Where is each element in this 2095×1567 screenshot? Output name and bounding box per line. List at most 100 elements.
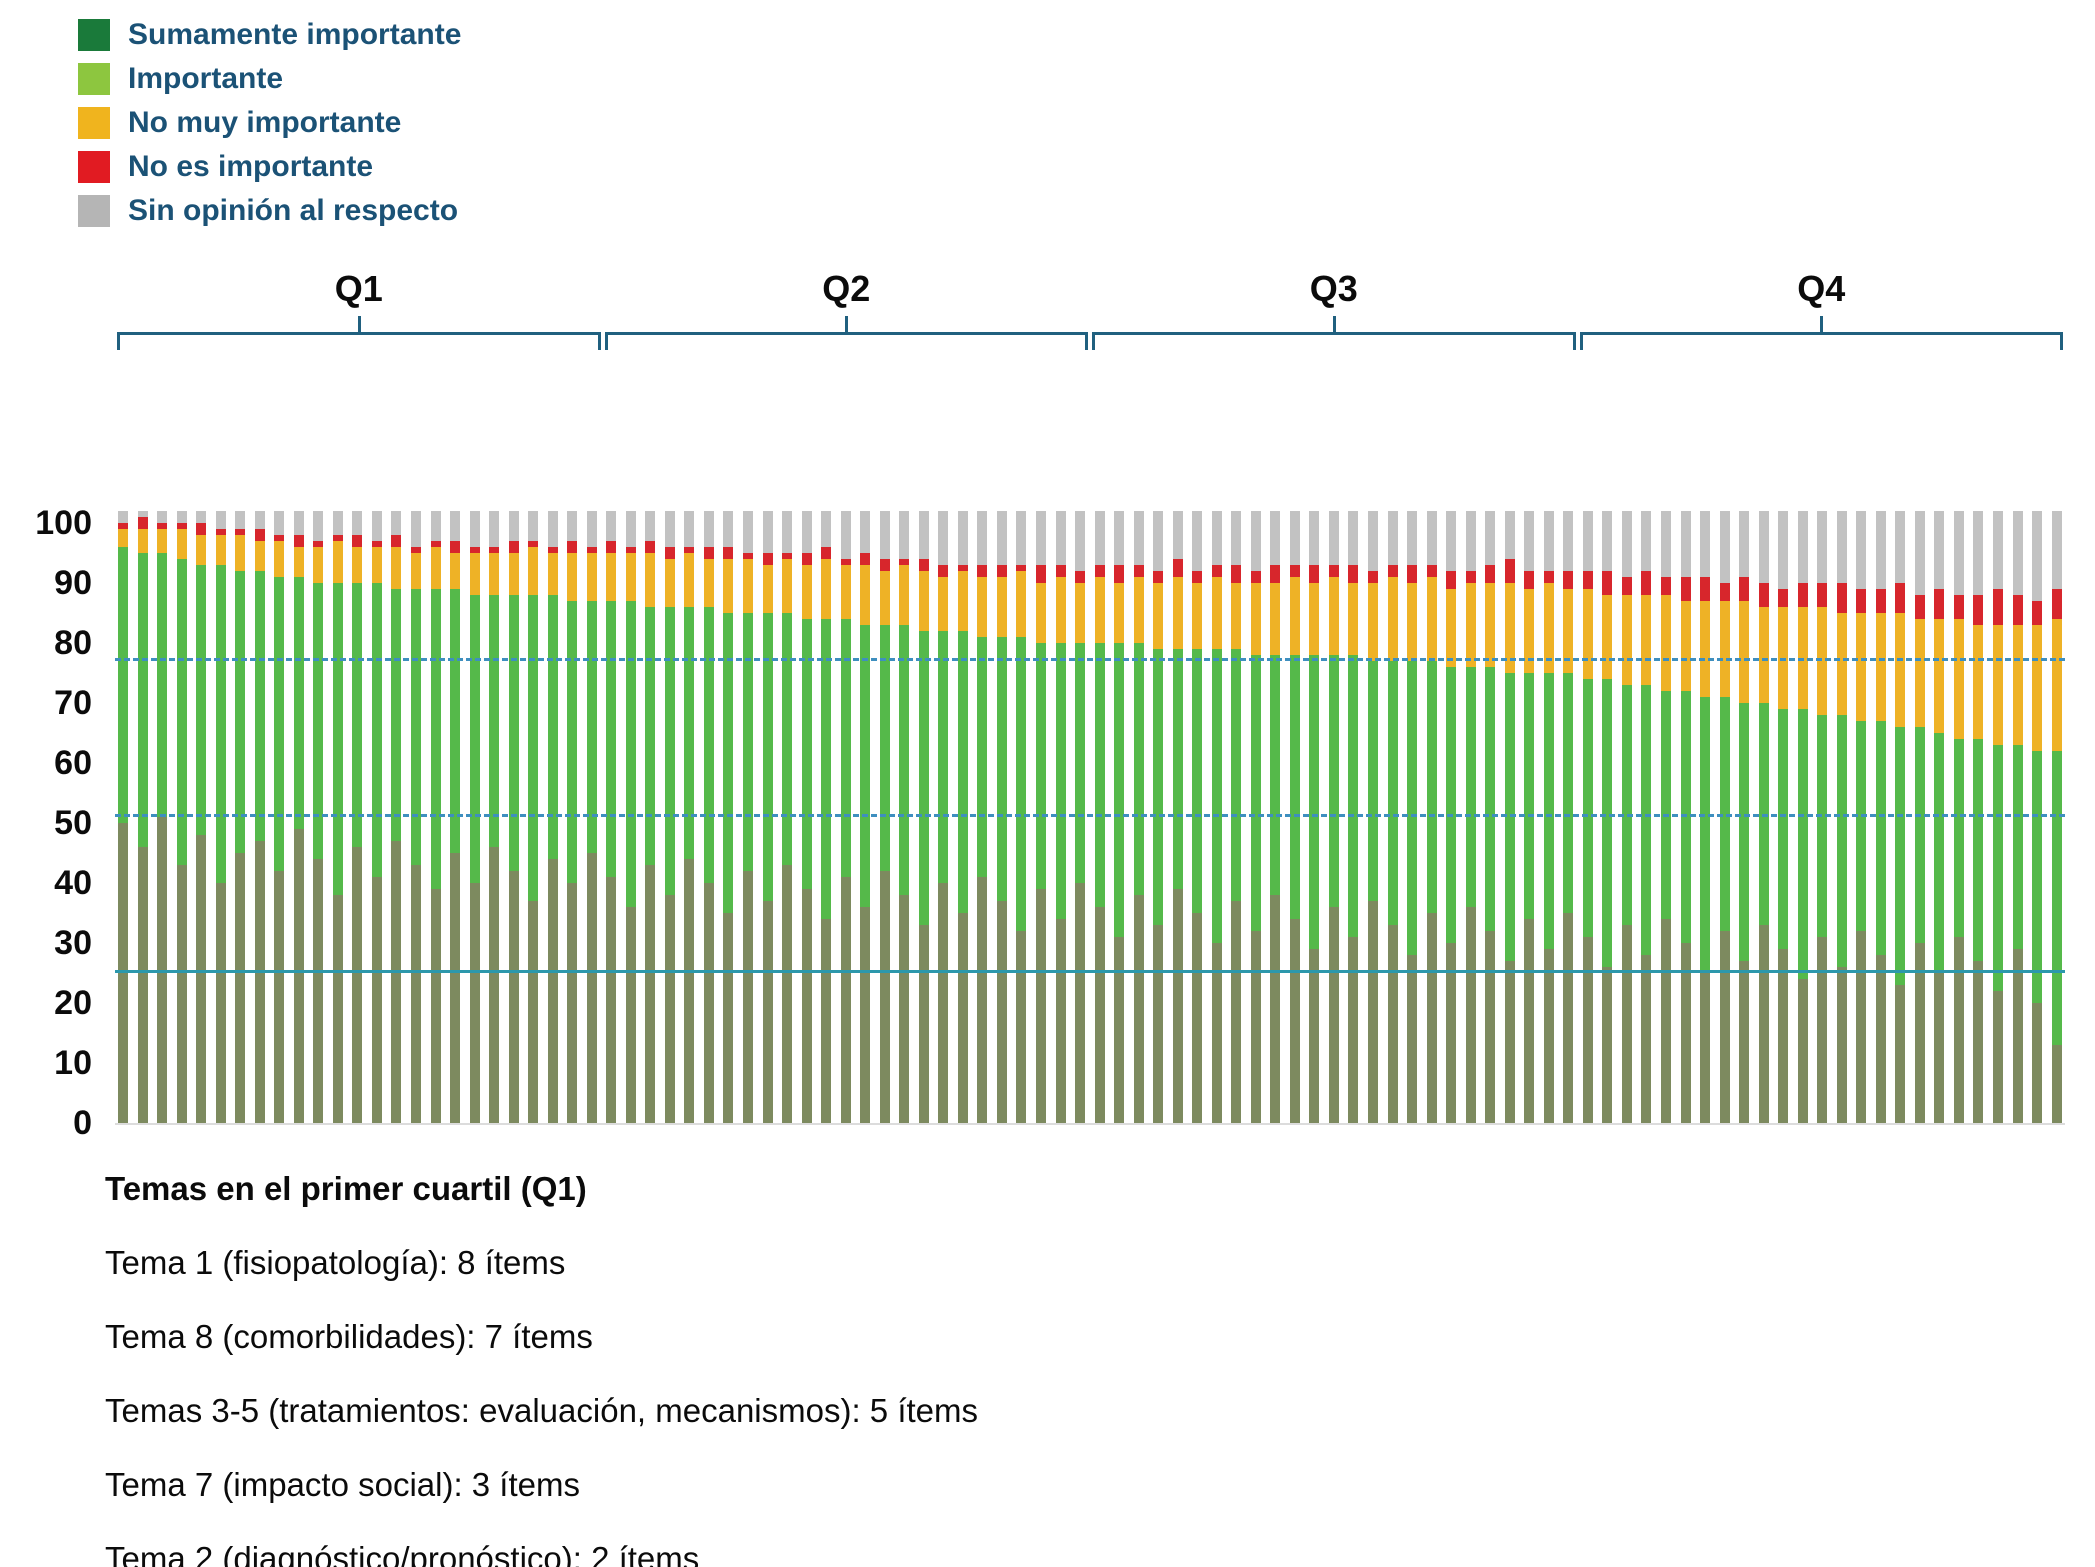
bar-segment-importante (1504, 673, 1515, 961)
bar-segment-no_es (1211, 565, 1222, 577)
y-axis: 0 10 20 30 40 50 60 70 80 90 100 (0, 504, 102, 1140)
y-axis-label: 30 (54, 924, 92, 962)
bar-segment-sumamente (1348, 937, 1359, 1123)
bar (957, 511, 968, 1123)
bar-segment-no_es (1602, 571, 1613, 595)
bar-segment-importante (137, 553, 148, 847)
bar-segment-no_es (1075, 571, 1086, 583)
bar (1075, 511, 1086, 1123)
legend-label: Sumamente importante (128, 18, 462, 51)
bracket-tick-right (1572, 332, 1576, 350)
bar-segment-no_es (1504, 559, 1515, 583)
bar-segment-no_muy (1407, 583, 1418, 661)
bar-segment-sin_opinion (586, 511, 597, 547)
bar (1231, 511, 1242, 1123)
bracket-tick-center (1332, 316, 1336, 332)
bar-segment-importante (274, 577, 285, 871)
bar-segment-sumamente (723, 913, 734, 1123)
bar-segment-sin_opinion (938, 511, 949, 565)
bar-segment-sumamente (1602, 967, 1613, 1123)
bar-segment-sumamente (606, 877, 617, 1123)
bracket-tick-right (597, 332, 601, 350)
bar-segment-no_muy (1641, 595, 1652, 685)
bar-segment-sin_opinion (1114, 511, 1125, 565)
plot-area (115, 505, 2065, 1125)
bar (1446, 511, 1457, 1123)
bar-segment-no_es (293, 535, 304, 547)
quartile-label: Q2 (822, 268, 871, 309)
bar-segment-sin_opinion (1348, 511, 1359, 565)
bar-segment-no_muy (1660, 595, 1671, 691)
bar-segment-no_es (1231, 565, 1242, 583)
legend-item-sumamente: Sumamente importante (78, 18, 461, 52)
bar-segment-sin_opinion (547, 511, 558, 547)
footer-heading: Temas en el primer cuartil (Q1) (105, 1170, 587, 1207)
bar-segment-sumamente (469, 883, 480, 1123)
bar-segment-sumamente (957, 913, 968, 1123)
bar-segment-no_es (274, 535, 285, 541)
legend-item-importante: Importante (78, 62, 461, 96)
bar-segment-no_es (1953, 595, 1964, 619)
bar-segment-sumamente (860, 907, 871, 1123)
bar-segment-sumamente (235, 853, 246, 1123)
bar-segment-sumamente (1035, 889, 1046, 1123)
bar-segment-no_muy (1172, 577, 1183, 649)
bar-segment-no_muy (703, 559, 714, 607)
bar-segment-no_muy (489, 553, 500, 595)
bar-segment-sin_opinion (528, 511, 539, 541)
bar-segment-sin_opinion (703, 511, 714, 547)
bar-segment-importante (157, 553, 168, 817)
bar-segment-importante (586, 601, 597, 853)
bar-segment-no_es (840, 559, 851, 565)
bar-segment-sin_opinion (1133, 511, 1144, 565)
bar-segment-importante (1270, 655, 1281, 895)
bar (1016, 511, 1027, 1123)
bar-segment-no_muy (137, 529, 148, 553)
bar-segment-no_es (860, 553, 871, 565)
bar-segment-no_es (1368, 571, 1378, 583)
bar-segment-sumamente (1309, 949, 1320, 1123)
bar (821, 511, 832, 1123)
legend-label: Importante (128, 62, 284, 95)
bar-segment-sumamente (391, 841, 402, 1123)
bar-segment-importante (1641, 685, 1652, 955)
bar-segment-no_muy (1700, 601, 1711, 697)
bar-segment-importante (1700, 697, 1711, 973)
quartile-bracket-q2: Q2 (603, 268, 1091, 354)
bar-segment-importante (2032, 751, 2043, 1003)
bar-segment-no_es (821, 547, 832, 559)
bar-segment-sumamente (1758, 925, 1769, 1123)
y-axis-label: 100 (35, 504, 92, 542)
bar-segment-no_muy (1504, 583, 1515, 673)
bar-segment-no_muy (1426, 577, 1437, 661)
bar-segment-sin_opinion (1875, 511, 1886, 589)
bar-segment-importante (1875, 721, 1886, 955)
bar-segment-no_es (1973, 595, 1984, 625)
bar-segment-no_es (1153, 571, 1164, 583)
plot-wrap (115, 505, 2065, 1125)
bar (1680, 511, 1691, 1123)
bar-segment-importante (703, 607, 714, 883)
bar (1094, 511, 1105, 1123)
footer-notes: Temas en el primer cuartil (Q1) Tema 1 (… (105, 1170, 978, 1567)
bar-segment-no_muy (1817, 607, 1828, 715)
bar-segment-no_es (1524, 571, 1535, 589)
bar (977, 511, 988, 1123)
bar-segment-sin_opinion (782, 511, 793, 553)
bar-segment-no_es (1094, 565, 1105, 577)
bar-segment-importante (1621, 685, 1632, 925)
bar-segment-importante (684, 607, 695, 859)
bar (1485, 511, 1496, 1123)
bar-segment-no_es (118, 523, 128, 529)
bar-segment-no_es (1485, 565, 1496, 583)
bar-segment-sumamente (1856, 931, 1867, 1123)
bar-segment-no_muy (723, 559, 734, 613)
bar-segment-sin_opinion (1680, 511, 1691, 577)
bar-segment-sumamente (1211, 943, 1222, 1123)
bar-segment-no_muy (2012, 625, 2023, 745)
bars (115, 505, 2065, 1123)
reference-line-51 (115, 814, 2065, 817)
bar-segment-no_muy (1758, 607, 1769, 703)
bar-segment-importante (1582, 679, 1593, 937)
bar-segment-importante (1543, 673, 1554, 949)
